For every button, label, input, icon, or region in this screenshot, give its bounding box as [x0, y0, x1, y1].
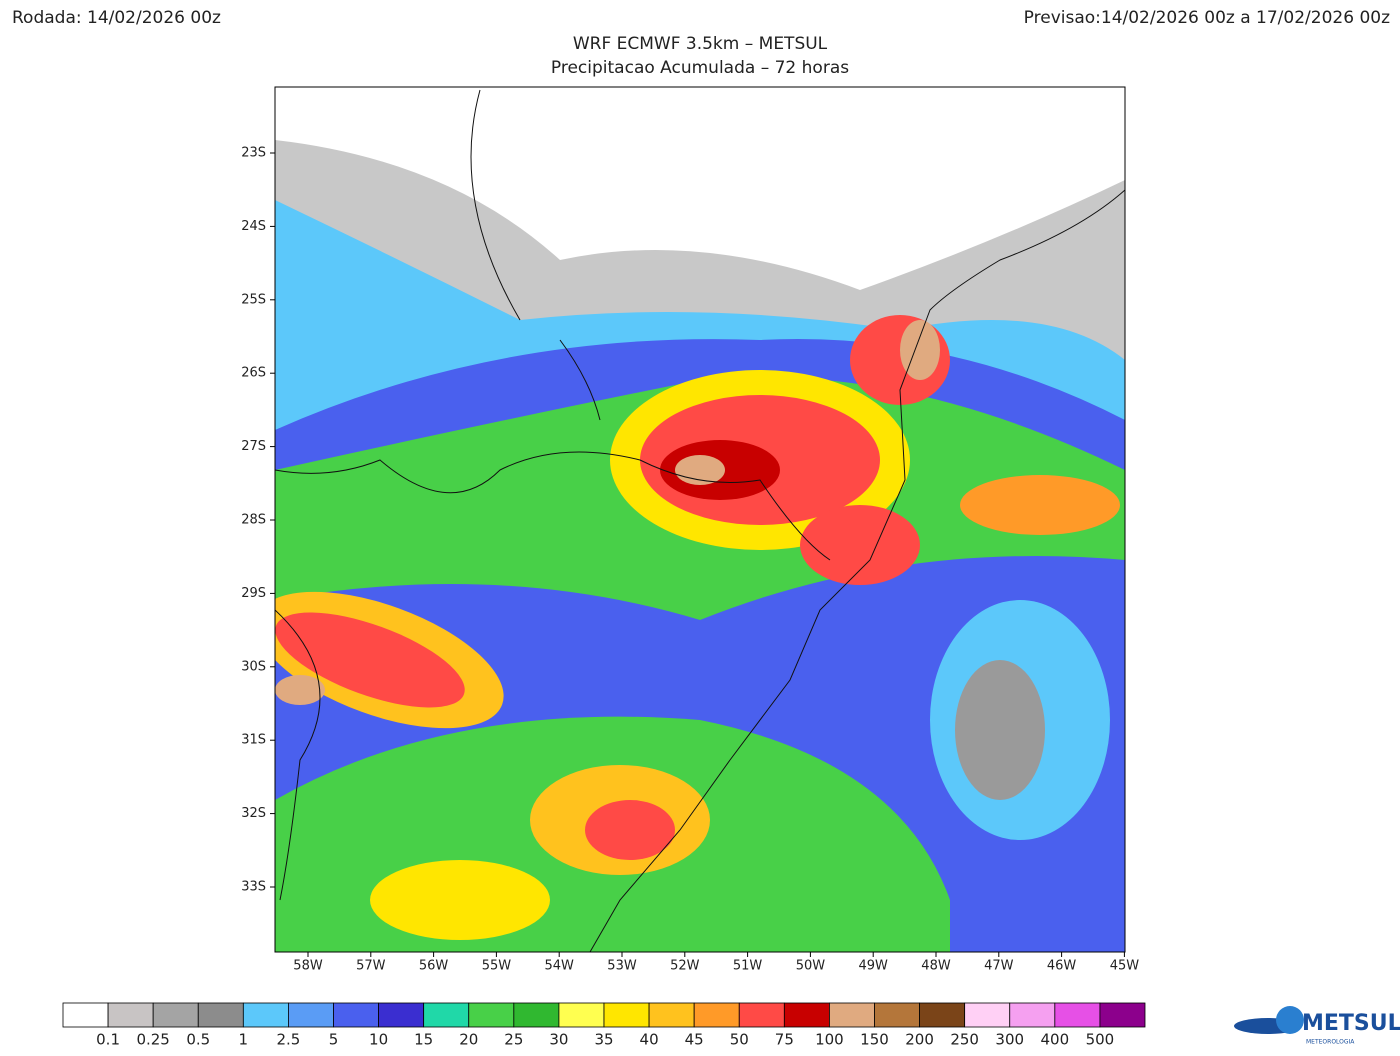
- colorbar-swatch: [919, 1002, 966, 1028]
- colorbar-swatch: [107, 1002, 154, 1028]
- lon-label: 45W: [1110, 959, 1140, 974]
- lon-label: 54W: [544, 959, 574, 974]
- lon-label: 51W: [733, 959, 763, 974]
- lon-label: 48W: [921, 959, 951, 974]
- colorbar-label: 1: [239, 1031, 249, 1049]
- colorbar-label: 20: [459, 1031, 478, 1049]
- colorbar-swatch: [423, 1002, 470, 1028]
- colorbar-label: 30: [549, 1031, 568, 1049]
- colorbar-swatch: [152, 1002, 199, 1028]
- colorbar-swatch: [1054, 1002, 1101, 1028]
- lon-label: 49W: [858, 959, 888, 974]
- colorbar-label: 50: [730, 1031, 749, 1049]
- colorbar-label: 75: [775, 1031, 794, 1049]
- colorbar-label: 15: [414, 1031, 433, 1049]
- colorbar-label: 400: [1041, 1031, 1070, 1049]
- colorbar-label: 150: [860, 1031, 889, 1049]
- colorbar-label: 500: [1086, 1031, 1115, 1049]
- subtitle: Precipitacao Acumulada – 72 horas: [551, 58, 849, 78]
- logo: METSUL METEOROLOGIA: [1234, 1006, 1400, 1046]
- lon-label: 55W: [482, 959, 512, 974]
- colorbar-label: 10: [369, 1031, 388, 1049]
- colorbar-swatch: [693, 1002, 740, 1028]
- lon-label: 53W: [607, 959, 637, 974]
- lat-label: 29S: [241, 586, 266, 601]
- colorbar-label: 0.25: [136, 1031, 169, 1049]
- lat-label: 33S: [241, 880, 266, 895]
- colorbar: 0.1 0.25 0.5 1 2.5 5 10 15 20 25 30 35 40 45 50 75 100 15…: [62, 1002, 1146, 1049]
- title: WRF ECMWF 3.5km – METSUL: [573, 34, 828, 54]
- colorbar-swatch: [783, 1002, 830, 1028]
- colorbar-swatch: [603, 1002, 650, 1028]
- colorbar-label: 100: [815, 1031, 844, 1049]
- lat-label: 24S: [241, 219, 266, 234]
- colorbar-label: 2.5: [276, 1031, 300, 1049]
- logo-name: METSUL: [1302, 1011, 1400, 1036]
- colorbar-label: 0.5: [186, 1031, 210, 1049]
- colorbar-swatch: [62, 1002, 109, 1028]
- colorbar-label: 5: [329, 1031, 339, 1049]
- lat-label: 25S: [241, 292, 266, 307]
- lat-label: 32S: [241, 806, 266, 821]
- colorbar-swatch: [964, 1002, 1011, 1028]
- colorbar-swatch: [513, 1002, 560, 1028]
- colorbar-label: 300: [995, 1031, 1024, 1049]
- lat-label: 28S: [241, 513, 266, 528]
- colorbar-swatch: [648, 1002, 695, 1028]
- colorbar-swatch: [1009, 1002, 1056, 1028]
- colorbar-swatch: [874, 1002, 920, 1028]
- colorbar-label: 25: [504, 1031, 523, 1049]
- colorbar-label: 250: [950, 1031, 979, 1049]
- colorbar-swatch: [558, 1002, 605, 1028]
- colorbar-label: 0.1: [96, 1031, 120, 1049]
- colorbar-swatch: [738, 1002, 785, 1028]
- lat-label: 30S: [241, 659, 266, 674]
- colorbar-label: 40: [640, 1031, 659, 1049]
- precip-field: [275, 87, 1125, 952]
- colorbar-swatch: [242, 1002, 289, 1028]
- colorbar-swatch: [333, 1002, 379, 1028]
- colorbar-swatch: [288, 1002, 334, 1028]
- lon-label: 56W: [419, 959, 449, 974]
- colorbar-label: 45: [685, 1031, 704, 1049]
- lon-label: 52W: [670, 959, 700, 974]
- lat-label: 23S: [241, 146, 266, 161]
- colorbar-swatch: [378, 1002, 425, 1028]
- lat-label: 26S: [241, 366, 266, 381]
- lon-label: 47W: [984, 959, 1014, 974]
- lat-label: 31S: [241, 733, 266, 748]
- lat-label: 27S: [241, 439, 266, 454]
- lon-label: 57W: [356, 959, 386, 974]
- lon-label: 46W: [1047, 959, 1077, 974]
- colorbar-swatch: [829, 1002, 875, 1028]
- lon-label: 50W: [796, 959, 826, 974]
- lon-label: 58W: [293, 959, 323, 974]
- colorbar-swatch: [468, 1002, 515, 1028]
- forecast-label: Previsao:14/02/2026 00z a 17/02/2026 00z: [1024, 8, 1390, 28]
- colorbar-label: 35: [594, 1031, 613, 1049]
- run-label: Rodada: 14/02/2026 00z: [12, 8, 221, 28]
- colorbar-label: 200: [905, 1031, 934, 1049]
- logo-tagline: METEOROLOGIA: [1306, 1039, 1355, 1046]
- colorbar-swatch: [1099, 1002, 1146, 1028]
- colorbar-swatch: [197, 1002, 244, 1028]
